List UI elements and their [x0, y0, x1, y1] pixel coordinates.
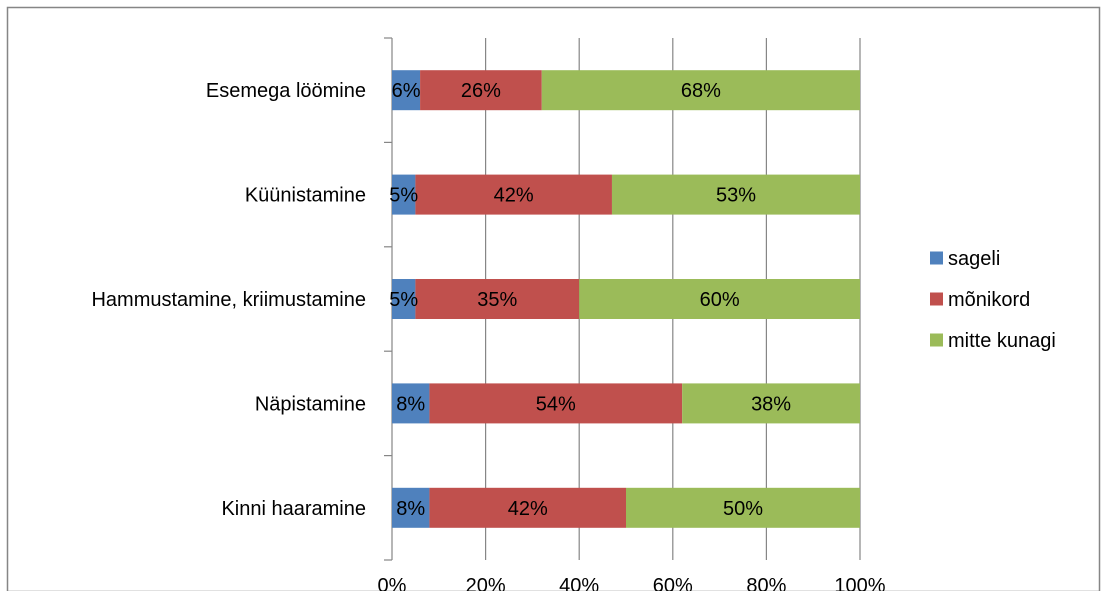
data-label-sageli: 6%	[392, 80, 421, 102]
legend-swatch	[930, 333, 943, 347]
bar-segment-mitte-kunagi	[541, 70, 860, 111]
category-label: Näpistamine	[255, 393, 366, 415]
bar-segment-mitte-kunagi	[611, 174, 860, 215]
x-tick-label: 40%	[559, 575, 599, 591]
bar-segment-sageli	[392, 383, 430, 424]
data-label-monikord: 42%	[494, 185, 534, 207]
x-tick-label: 100%	[834, 575, 885, 591]
data-label-monikord: 54%	[536, 393, 576, 415]
data-labels: 6% 26% 68% 5% 42% 53% 5% 35% 60% 8% 54% 38% 8% 42% 50%	[389, 80, 791, 520]
data-label-sageli: 8%	[396, 393, 425, 415]
category-label: Hammustamine, kriimustamine	[91, 289, 366, 311]
legend-item-mitte-kunagi: mitte kunagi	[930, 330, 1056, 352]
axes: 0% 20% 40% 60% 80% 100% Esemega löömine Küünist…	[91, 37, 886, 591]
x-tick-label: 20%	[466, 575, 506, 591]
bar-segment-monikord	[429, 383, 683, 424]
legend-label: mõnikord	[948, 289, 1030, 311]
bar-segment-monikord	[415, 279, 580, 319]
category-label: Kinni haaramine	[221, 498, 366, 520]
data-label-mitte-kunagi: 50%	[723, 498, 763, 520]
data-label-sageli: 5%	[389, 289, 418, 311]
legend: sageli mõnikord mitte kunagi	[930, 248, 1056, 352]
legend-label: sageli	[948, 248, 1000, 270]
x-tick-label: 80%	[746, 575, 786, 591]
legend-swatch	[930, 251, 943, 265]
bar-segment-mitte-kunagi	[682, 383, 860, 424]
bar-segment-mitte-kunagi	[579, 279, 860, 319]
bar-segment-monikord	[415, 174, 612, 215]
data-label-mitte-kunagi: 38%	[751, 393, 791, 415]
legend-swatch	[930, 292, 943, 306]
bar-segment-sageli	[392, 174, 416, 215]
data-label-sageli: 5%	[389, 185, 418, 207]
data-label-monikord: 35%	[477, 289, 517, 311]
data-label-mitte-kunagi: 68%	[681, 80, 721, 102]
bar-segment-mitte-kunagi	[626, 487, 860, 528]
bar-segment-sageli	[392, 279, 416, 319]
data-label-sageli: 8%	[396, 498, 425, 520]
bar-segment-sageli	[392, 70, 421, 111]
bar-segment-sageli	[392, 487, 430, 528]
category-label: Küünistamine	[245, 185, 366, 207]
data-label-mitte-kunagi: 60%	[700, 289, 740, 311]
legend-item-monikord: mõnikord	[930, 289, 1030, 311]
data-label-monikord: 26%	[461, 80, 501, 102]
category-label: Esemega löömine	[206, 80, 366, 102]
bar-segment-monikord	[429, 487, 626, 528]
legend-item-sageli: sageli	[930, 248, 1000, 270]
data-label-monikord: 42%	[508, 498, 548, 520]
x-tick-label: 60%	[653, 575, 693, 591]
bars	[392, 70, 860, 528]
data-label-mitte-kunagi: 53%	[716, 185, 756, 207]
legend-label: mitte kunagi	[948, 330, 1056, 352]
bar-segment-monikord	[420, 70, 542, 111]
x-tick-label: 0%	[378, 575, 407, 591]
